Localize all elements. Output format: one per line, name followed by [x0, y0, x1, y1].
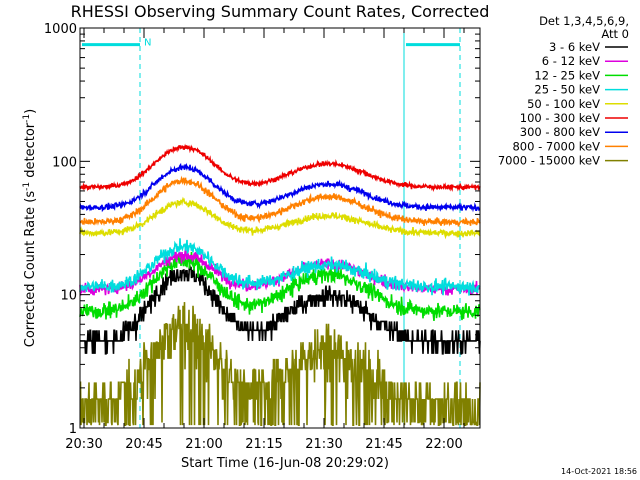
- y-axis-label: Corrected Count Rate (s-1 detector-1): [22, 109, 38, 347]
- y-axis-label-part: ): [23, 109, 38, 114]
- series-line-7000-15000-kev: [79, 302, 481, 426]
- series-line-300-800-kev: [79, 162, 481, 213]
- legend-entry-label: 300 - 800 keV: [520, 125, 600, 139]
- x-tick-label: 21:30: [305, 437, 342, 452]
- legend-entry-label: 25 - 50 keV: [534, 83, 600, 97]
- legend-entry-label: 12 - 25 keV: [534, 68, 600, 82]
- legend-header-attenuator: Att 0: [601, 27, 629, 41]
- y-axis-label-part: Corrected Count Rate (s: [23, 191, 38, 348]
- x-tick-label: 21:00: [185, 437, 222, 452]
- legend-entry-label: 7000 - 15000 keV: [498, 154, 600, 168]
- x-axis-label: Start Time (16-Jun-08 20:29:02): [181, 456, 389, 471]
- legend-entry-label: 3 - 6 keV: [549, 40, 600, 54]
- x-axis: 20:30 20:45 21:00 21:15 21:30 21:45 22:00: [65, 28, 465, 452]
- y-axis-label-superscript: -1: [22, 182, 32, 191]
- y-tick-label: 10: [60, 289, 77, 304]
- generation-timestamp: 14-Oct-2021 18:56: [561, 467, 637, 476]
- series-line-50-100-kev: [79, 196, 481, 240]
- series-line-12-25-kev: [79, 251, 481, 321]
- legend-entry-label: 800 - 7000 keV: [512, 139, 600, 153]
- chart-title: RHESSI Observing Summary Count Rates, Co…: [71, 2, 490, 21]
- x-tick-label: 20:45: [125, 437, 162, 452]
- night-label: N: [144, 38, 151, 49]
- x-tick-label: 22:00: [425, 437, 462, 452]
- legend-entry-label: 50 - 100 keV: [527, 97, 600, 111]
- legend-entry-label: 100 - 300 keV: [520, 111, 600, 125]
- series-line-3-6-kev: [80, 263, 481, 355]
- x-tick-label: 20:30: [65, 437, 102, 452]
- y-tick-label: 100: [52, 155, 77, 170]
- series-line-100-300-kev: [79, 143, 481, 193]
- plot-frame: [79, 27, 481, 429]
- series-line-800-7000-kev: [79, 175, 481, 227]
- legend-header-detectors: Det 1,3,4,5,6,9,: [539, 14, 629, 28]
- y-axis: 1 10 100 1000: [44, 22, 480, 437]
- x-tick-label: 21:45: [365, 437, 402, 452]
- series-layer: [79, 143, 481, 426]
- y-tick-label: 1: [69, 422, 77, 437]
- y-tick-label: 1000: [44, 22, 77, 37]
- x-tick-label: 21:15: [245, 437, 282, 452]
- series-line-25-50-kev: [79, 238, 481, 296]
- y-axis-label-part: detector: [23, 122, 38, 182]
- legend-entry-label: 6 - 12 keV: [542, 54, 600, 68]
- y-axis-label-superscript: -1: [22, 114, 32, 123]
